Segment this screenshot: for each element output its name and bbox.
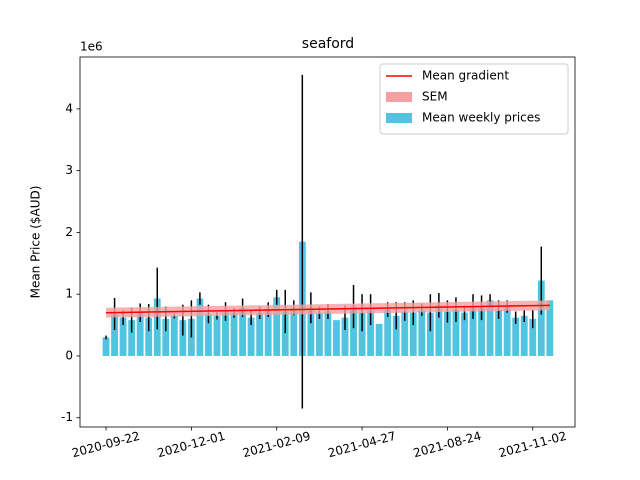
- legend-label: Mean weekly prices: [422, 111, 540, 125]
- y-tick-label: -1: [61, 410, 73, 424]
- bar: [401, 311, 409, 356]
- bar: [213, 315, 221, 356]
- bar: [307, 307, 315, 356]
- bar: [170, 315, 178, 356]
- bar: [529, 318, 537, 356]
- bar: [239, 307, 246, 356]
- bar: [537, 280, 545, 356]
- bar: [358, 312, 366, 356]
- plot-frame: [79, 56, 576, 428]
- bar: [273, 297, 281, 356]
- bar: [350, 306, 357, 356]
- bar: [375, 323, 383, 356]
- bar: [256, 312, 264, 356]
- y-tick-label: 2: [65, 225, 73, 239]
- bar: [435, 305, 443, 356]
- legend-swatch: [386, 92, 412, 102]
- bar: [520, 315, 528, 356]
- bar: [418, 309, 426, 356]
- bar: [461, 312, 468, 356]
- legend-box: [379, 63, 569, 135]
- bar: [452, 309, 460, 356]
- bar: [324, 311, 332, 356]
- bar: [290, 307, 298, 356]
- bar: [196, 298, 204, 356]
- bar: [426, 312, 434, 356]
- bar: [512, 317, 520, 356]
- bar: [546, 300, 554, 356]
- bar: [111, 313, 118, 356]
- bar: [128, 320, 136, 356]
- bar: [102, 337, 110, 356]
- bar: [409, 312, 417, 356]
- y-tick-label: 0: [65, 348, 73, 362]
- trend-line: [106, 304, 550, 314]
- y-tick-label: 4: [65, 101, 73, 115]
- bar: [179, 320, 187, 356]
- legend-label: SEM: [422, 90, 448, 104]
- bar: [205, 313, 212, 356]
- bar: [333, 320, 340, 356]
- bar: [230, 312, 238, 356]
- chart-title: seaford: [302, 36, 354, 52]
- bar: [341, 317, 349, 356]
- legend-label: Mean gradient: [422, 69, 509, 83]
- bar: [281, 311, 289, 356]
- bar: [384, 309, 392, 356]
- bar: [495, 309, 503, 356]
- bar: [264, 309, 272, 356]
- bar: [136, 312, 144, 356]
- bar: [222, 311, 229, 356]
- bar: [469, 306, 477, 356]
- bar: [315, 312, 323, 356]
- y-axis-label: Mean Price ($AUD): [29, 186, 43, 299]
- bar: [119, 317, 127, 356]
- bar: [247, 317, 255, 356]
- bar: [443, 311, 451, 356]
- y-tick-label: 3: [65, 163, 73, 177]
- y-offset-label: 1e6: [80, 40, 103, 54]
- bar: [162, 318, 170, 356]
- bar: [503, 306, 511, 356]
- y-tick-label: 1: [65, 287, 73, 301]
- bar: [478, 307, 485, 356]
- bar: [486, 300, 494, 356]
- bar: [367, 309, 375, 356]
- bar: [392, 315, 400, 356]
- legend-swatch: [386, 113, 412, 123]
- bar: [145, 317, 153, 356]
